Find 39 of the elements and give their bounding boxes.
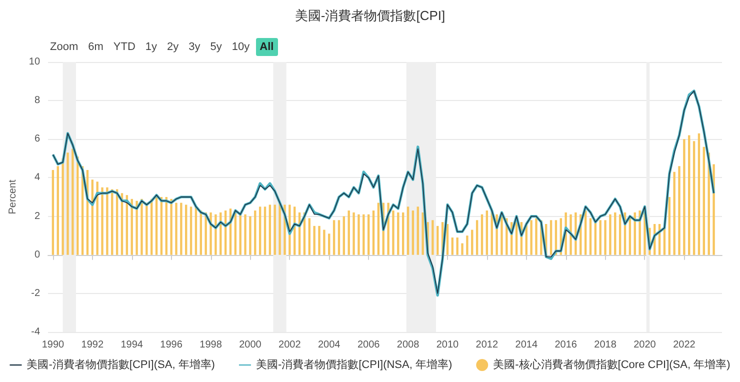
x-tick-label: 2022 [673,340,696,350]
y-tick-label: 6 [34,134,40,145]
y-axis-title: Percent [8,180,18,214]
x-tick-label: 2014 [515,340,538,350]
legend-label: 美國-消費者物價指數[CPI](NSA, 年增率) [256,358,452,371]
y-tick-label: 8 [34,95,40,106]
y-tick-label: 2 [34,210,40,222]
x-tick-label: 2020 [634,340,656,350]
text: All [256,38,278,56]
y-tick-label: 10 [28,56,40,68]
text: Zoom [49,40,80,55]
x-tick-label: 2016 [554,340,578,350]
text: 6m [87,40,104,55]
legend-label: 美國-核心消費者物價指數[Core CPI](SA, 年增率) [493,358,730,371]
x-tick-label: 2012 [476,340,498,350]
x-tick-label: 1996 [160,340,183,350]
x-tick-label: 2004 [318,340,341,350]
legend-label: 美國-消費者物價指數[CPI](SA, 年增率) [26,358,215,371]
chart-title: 美國-消費者物價指數[CPI] [294,8,446,23]
text: 2y [166,40,180,55]
y-tick-label: -2 [31,288,40,299]
text: 10y [230,40,251,55]
y-tick-label: -4 [31,326,40,338]
x-tick-label: 2010 [436,340,460,350]
x-tick-label: 1998 [200,340,222,350]
text: 5y [209,40,223,55]
y-tick-label: 0 [34,249,40,260]
x-tick-label: 2002 [278,340,302,350]
text: YTD [112,40,136,55]
x-tick-label: 2000 [239,340,262,350]
x-tick-label: 1992 [81,340,104,350]
x-tick-label: 1994 [120,340,144,350]
x-tick-label: 2008 [396,340,420,350]
x-tick-label: 2018 [594,340,617,350]
text: 1y [144,40,158,55]
text: 3y [188,40,202,55]
x-tick-label: 2006 [357,340,380,350]
x-tick-label: 1990 [42,340,65,350]
y-tick-label: 4 [34,172,40,184]
